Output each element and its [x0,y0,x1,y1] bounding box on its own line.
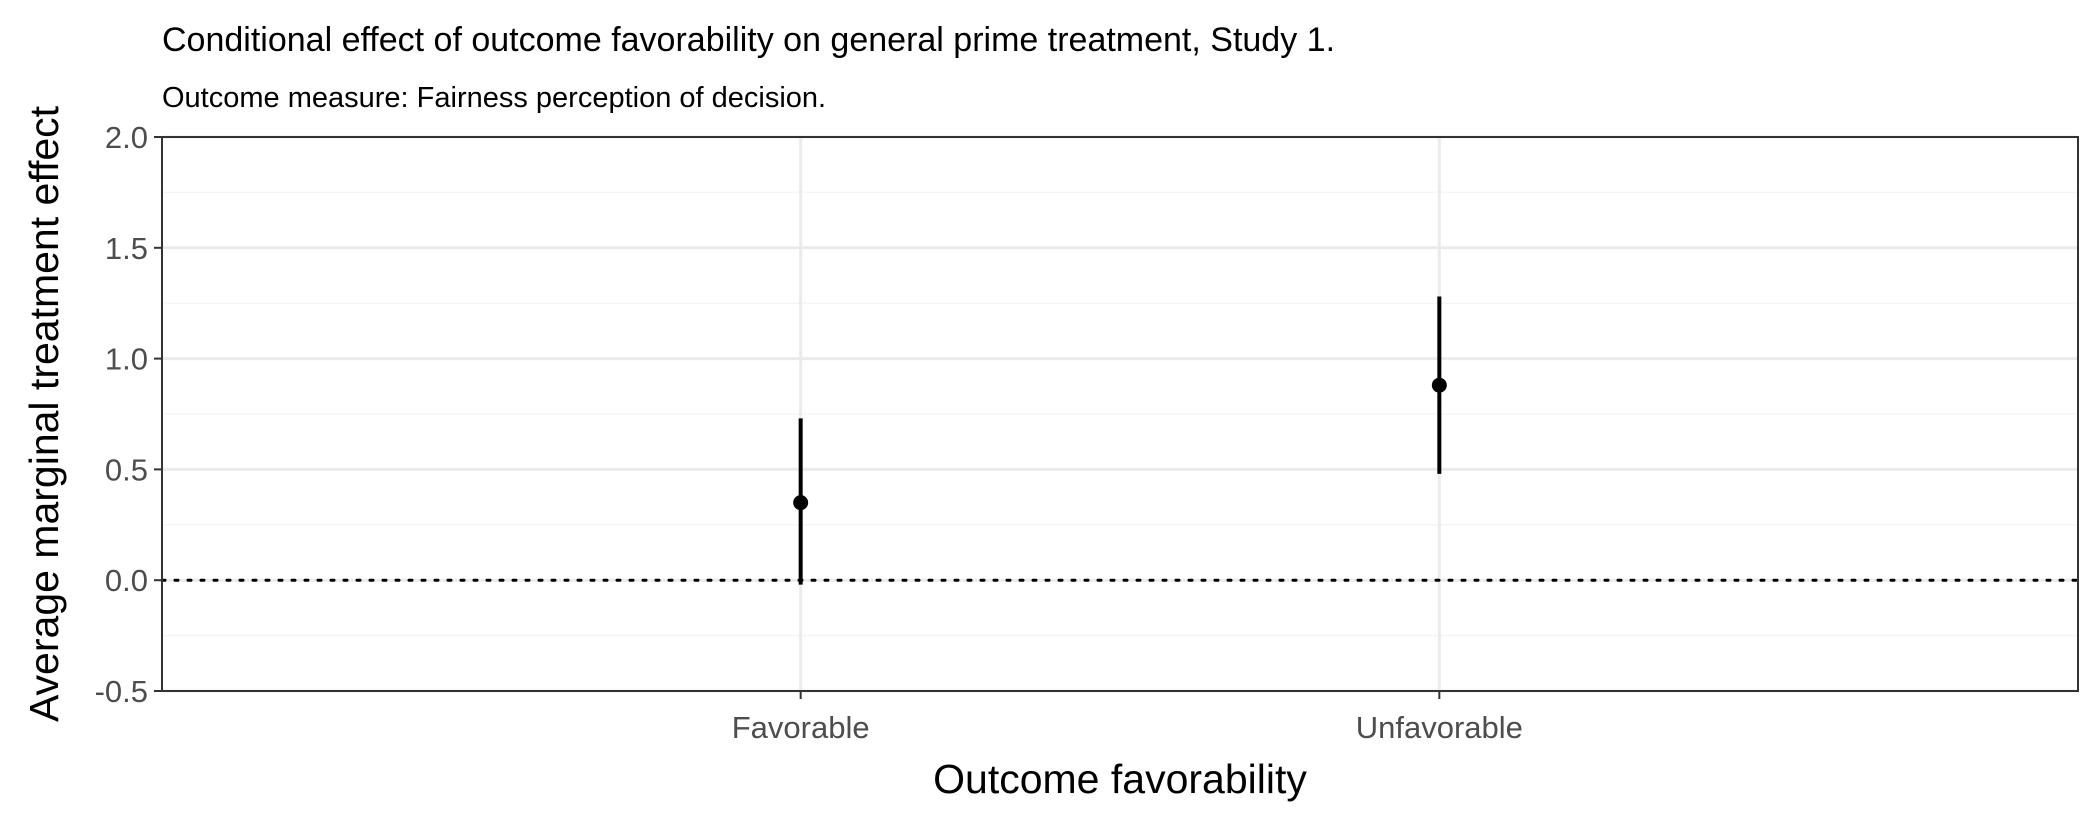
y-tick-label: 0.0 [105,563,148,598]
y-tick-label: -0.5 [95,674,148,709]
data-point [793,495,809,511]
x-tick-label: Favorable [732,710,870,745]
data-point [1431,377,1447,393]
y-tick-label: 2.0 [105,120,148,155]
plot-panel: -0.5 0.0 0.5 1.0 1.5 2.0 Favorable Unfavorable [95,120,2080,745]
y-tick-label: 0.5 [105,452,148,487]
chart-title: Conditional effect of outcome favorabili… [162,21,1335,59]
y-tick-label: 1.0 [105,342,148,377]
y-tick-label: 1.5 [105,231,148,266]
x-tick-label: Unfavorable [1356,710,1523,745]
y-axis-title: Average marginal treatment effect [21,105,67,722]
x-axis-title: Outcome favorability [933,756,1307,802]
panel-border [161,136,2079,692]
chart-subtitle: Outcome measure: Fairness perception of … [162,82,826,114]
